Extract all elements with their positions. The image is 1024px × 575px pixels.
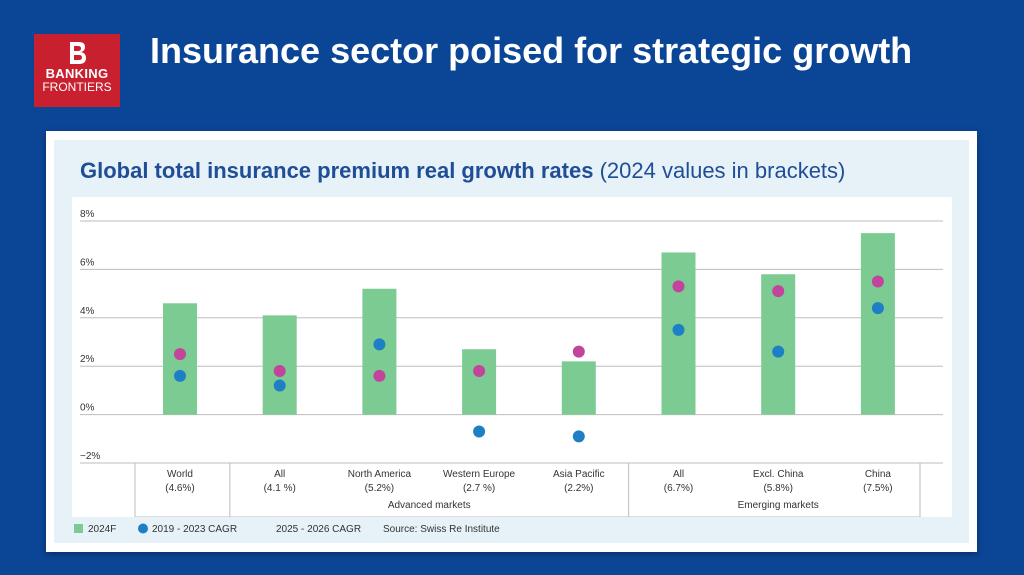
category-label: North America: [348, 469, 412, 480]
category-label: All: [673, 469, 684, 480]
chart-title-main: Global total insurance premium real grow…: [80, 158, 594, 183]
category-bracket-value: (4.6%): [165, 483, 194, 494]
y-tick-label: 8%: [80, 209, 95, 220]
dot-2019-2023-cagr: [772, 345, 785, 358]
legend-swatch-2024f: [74, 524, 83, 533]
chart-title-note: (2024 values in brackets): [593, 158, 846, 183]
logo-text-banking: BANKING: [45, 66, 109, 81]
chart-plot-area: 8% 6% 4% 2% 0% −2% World (4.6%) All (4.1 %) North …: [72, 197, 952, 517]
category-label: All: [274, 469, 285, 480]
category-label: China: [865, 469, 892, 480]
category-label: Excl. China: [753, 469, 804, 480]
chart-source: Source: Swiss Re Institute: [383, 524, 500, 535]
chart-legend: 2024F 2019 - 2023 CAGR 2025 - 2026 CAGR Sou…: [74, 523, 500, 535]
logo-text-frontiers: FRONTIERS: [42, 80, 112, 94]
dot-2025-2026-cagr: [273, 365, 286, 378]
dot-2025-2026-cagr: [871, 275, 884, 288]
category-label: World: [167, 469, 193, 480]
category-label: Western Europe: [443, 469, 516, 480]
category-bracket-value: (5.2%): [365, 483, 394, 494]
page-headline: Insurance sector poised for strategic gr…: [150, 30, 913, 71]
y-tick-label: 6%: [80, 257, 95, 268]
dot-2025-2026-cagr: [473, 365, 486, 378]
y-tick-label: 0%: [80, 403, 95, 414]
dot-2025-2026-cagr: [373, 369, 386, 382]
bar-2024f: [860, 233, 895, 415]
bar-2024f: [561, 361, 596, 415]
chart-title: Global total insurance premium real grow…: [80, 158, 845, 184]
dot-2019-2023-cagr: [672, 323, 685, 336]
logo-b-icon: [70, 42, 86, 64]
dot-2025-2026-cagr: [672, 280, 685, 293]
category-label: Asia Pacific: [553, 469, 605, 480]
category-bracket-value: (5.8%): [763, 483, 792, 494]
dot-2019-2023-cagr: [572, 430, 585, 443]
bar-2024f: [761, 274, 796, 415]
legend-label-2024f: 2024F: [88, 524, 116, 535]
category-bracket-value: (7.5%): [863, 483, 892, 494]
dot-2025-2026-cagr: [174, 348, 186, 361]
dot-2025-2026-cagr: [572, 345, 585, 358]
category-bracket-value: (2.7 %): [463, 483, 495, 494]
bar-2024f: [362, 288, 397, 415]
y-tick-label: 4%: [80, 306, 95, 317]
group-label: Advanced markets: [388, 500, 471, 511]
legend-label-2025-2026-cagr: 2025 - 2026 CAGR: [276, 524, 361, 535]
bar-2024f: [262, 315, 297, 415]
legend-label-2019-2023-cagr: 2019 - 2023 CAGR: [152, 524, 237, 535]
dot-2019-2023-cagr: [473, 425, 486, 438]
dot-2019-2023-cagr: [871, 302, 884, 315]
legend-swatch-2019-2023-cagr: [138, 523, 148, 534]
growth-chart: 8% 6% 4% 2% 0% −2% World (4.6%) All (4.1 %) North …: [80, 209, 943, 517]
y-tick-label: −2%: [80, 451, 100, 462]
dot-2019-2023-cagr: [373, 338, 386, 351]
group-label: Emerging markets: [738, 500, 819, 511]
category-bracket-value: (4.1 %): [264, 483, 296, 494]
bar-2024f: [462, 349, 497, 415]
category-bracket-value: (2.2%): [564, 483, 593, 494]
category-bracket-value: (6.7%): [664, 483, 693, 494]
y-tick-label: 2%: [80, 354, 95, 365]
dot-2019-2023-cagr: [273, 379, 286, 392]
banking-frontiers-logo: BANKING FRONTIERS: [34, 34, 120, 107]
dot-2025-2026-cagr: [772, 285, 785, 298]
dot-2019-2023-cagr: [174, 369, 186, 382]
